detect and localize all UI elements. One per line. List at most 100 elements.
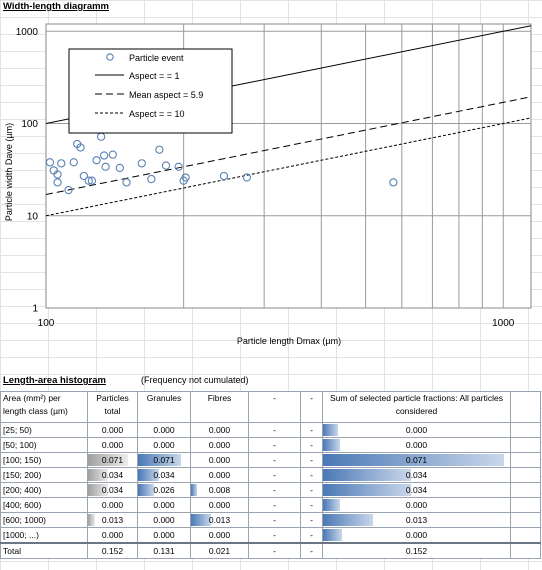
empty-cell bbox=[510, 512, 541, 528]
particle-point bbox=[57, 159, 66, 168]
y-tick-label: 1 bbox=[32, 304, 38, 315]
sum-cell: 0.000 bbox=[322, 527, 511, 544]
granules-cell: 0.000 bbox=[137, 497, 191, 513]
granules-cell-bar bbox=[138, 469, 159, 481]
dash-cell-value: - bbox=[273, 500, 276, 510]
length-class-cell-value: [1000; ...) bbox=[3, 530, 39, 540]
total-dash-value: - bbox=[310, 546, 313, 556]
legend-label: Mean aspect = 5.9 bbox=[129, 90, 203, 100]
empty-cell bbox=[510, 527, 541, 544]
y-tick-label: 100 bbox=[21, 119, 38, 130]
dash-cell: - bbox=[300, 422, 323, 438]
particles-cell: 0.071 bbox=[87, 452, 138, 468]
fibres-cell-value: 0.013 bbox=[208, 515, 231, 525]
length-class-cell-value: [50; 100) bbox=[3, 440, 37, 450]
length-class-cell: [600; 1000) bbox=[0, 512, 88, 528]
particles-cell: 0.034 bbox=[87, 482, 138, 498]
empty-cell bbox=[510, 467, 541, 483]
dash-cell: - bbox=[248, 497, 301, 513]
granules-cell-value: 0.034 bbox=[153, 470, 175, 480]
total-dash: - bbox=[300, 542, 323, 559]
sum-cell-bar bbox=[323, 499, 340, 511]
total-granules: 0.131 bbox=[137, 542, 191, 559]
length-class-cell: [100; 150) bbox=[0, 452, 88, 468]
fibres-cell: 0.000 bbox=[190, 452, 249, 468]
header-sum: Sum of selected particle fractions: All … bbox=[322, 391, 511, 423]
length-class-cell: [400; 600) bbox=[0, 497, 88, 513]
length-class-cell: [25; 50) bbox=[0, 422, 88, 438]
sum-cell: 0.013 bbox=[322, 512, 511, 528]
dash-cell-value: - bbox=[273, 530, 276, 540]
granules-cell: 0.000 bbox=[137, 437, 191, 453]
empty-cell bbox=[510, 542, 541, 559]
fibres-cell: 0.008 bbox=[190, 482, 249, 498]
fibres-cell: 0.000 bbox=[190, 467, 249, 483]
granules-cell-value: 0.000 bbox=[153, 530, 175, 540]
length-class-cell-value: [100; 150) bbox=[3, 455, 42, 465]
fibres-cell: 0.013 bbox=[190, 512, 249, 528]
x-tick-label: 1000 bbox=[492, 318, 515, 329]
sum-cell-value: 0.013 bbox=[405, 515, 428, 525]
particles-cell-bar bbox=[88, 469, 108, 481]
sum-cell-bar bbox=[323, 454, 505, 466]
header-class: Area (mm²) per length class (µm) bbox=[0, 391, 88, 423]
particle-point bbox=[161, 161, 171, 170]
dash-cell-value: - bbox=[273, 470, 276, 480]
y-tick-label: 10 bbox=[27, 211, 39, 222]
sum-cell-value: 0.000 bbox=[405, 425, 428, 435]
particle-point bbox=[45, 158, 55, 167]
particle-point bbox=[69, 158, 78, 167]
length-class-cell-value: [25; 50) bbox=[3, 425, 32, 435]
granules-cell: 0.026 bbox=[137, 482, 191, 498]
particles-cell-value: 0.000 bbox=[101, 500, 124, 510]
particles-cell-value: 0.000 bbox=[101, 530, 124, 540]
histogram-total-row: Total 0.152 0.131 0.021 - - 0.152 bbox=[0, 542, 541, 559]
dash-cell: - bbox=[248, 422, 301, 438]
dash-cell-value: - bbox=[310, 530, 313, 540]
histogram-row: [1000; ...) 0.000 0.000 0.000 - - 0.000 bbox=[0, 527, 541, 544]
empty-cell bbox=[510, 422, 541, 438]
histogram-row: [50; 100) 0.000 0.000 0.000 - - 0.000 bbox=[0, 437, 541, 453]
fibres-cell-value: 0.000 bbox=[208, 440, 231, 450]
particle-point bbox=[99, 151, 109, 160]
fibres-cell-value: 0.000 bbox=[208, 455, 231, 465]
width-length-chart: 1 10 100 1000 100 1000 Particle length Dmax (µ… bbox=[4, 23, 532, 346]
total-fibres-value: 0.021 bbox=[208, 546, 231, 556]
dash-cell: - bbox=[300, 482, 323, 498]
histogram-row: [400; 600) 0.000 0.000 0.000 - - 0.000 bbox=[0, 497, 541, 513]
granules-cell-value: 0.000 bbox=[153, 515, 175, 525]
sum-cell: 0.000 bbox=[322, 422, 511, 438]
total-sum-value: 0.152 bbox=[405, 546, 428, 556]
length-class-cell-value: [600; 1000) bbox=[3, 515, 47, 525]
sum-cell-bar bbox=[323, 529, 342, 541]
y-tick-label: 1000 bbox=[16, 27, 39, 38]
dash-cell-value: - bbox=[273, 425, 276, 435]
dash-cell-value: - bbox=[310, 455, 313, 465]
sum-cell: 0.000 bbox=[322, 497, 511, 513]
sum-cell: 0.034 bbox=[322, 482, 511, 498]
length-class-cell: [150; 200) bbox=[0, 467, 88, 483]
header-dash-2: - bbox=[300, 391, 323, 423]
x-axis-label: Particle length Dmax (µm) bbox=[237, 336, 341, 346]
dash-cell-value: - bbox=[310, 515, 313, 525]
sum-cell-value: 0.071 bbox=[405, 455, 428, 465]
chart-legend bbox=[68, 48, 233, 134]
histogram-header-row: Area (mm²) per length class (µm) Particl… bbox=[0, 391, 541, 423]
histogram-row: [200; 400) 0.034 0.026 0.008 - - 0.034 bbox=[0, 482, 541, 498]
particle-point bbox=[64, 185, 73, 195]
dash-cell-value: - bbox=[273, 455, 276, 465]
legend-point-icon bbox=[106, 53, 114, 61]
header-particles: Particles total bbox=[87, 391, 138, 423]
particles-cell: 0.013 bbox=[87, 512, 138, 528]
empty-cell bbox=[510, 482, 541, 498]
dash-cell-value: - bbox=[310, 425, 313, 435]
total-granules-value: 0.131 bbox=[153, 546, 175, 556]
particle-point bbox=[122, 178, 131, 187]
total-dash-value: - bbox=[273, 546, 276, 556]
length-class-cell-value: [150; 200) bbox=[3, 470, 42, 480]
dash-cell-value: - bbox=[273, 485, 276, 495]
sum-cell: 0.034 bbox=[322, 467, 511, 483]
dash-cell-value: - bbox=[310, 485, 313, 495]
histogram-row: [150; 200) 0.034 0.034 0.000 - - 0.034 bbox=[0, 467, 541, 483]
empty-cell bbox=[510, 497, 541, 513]
